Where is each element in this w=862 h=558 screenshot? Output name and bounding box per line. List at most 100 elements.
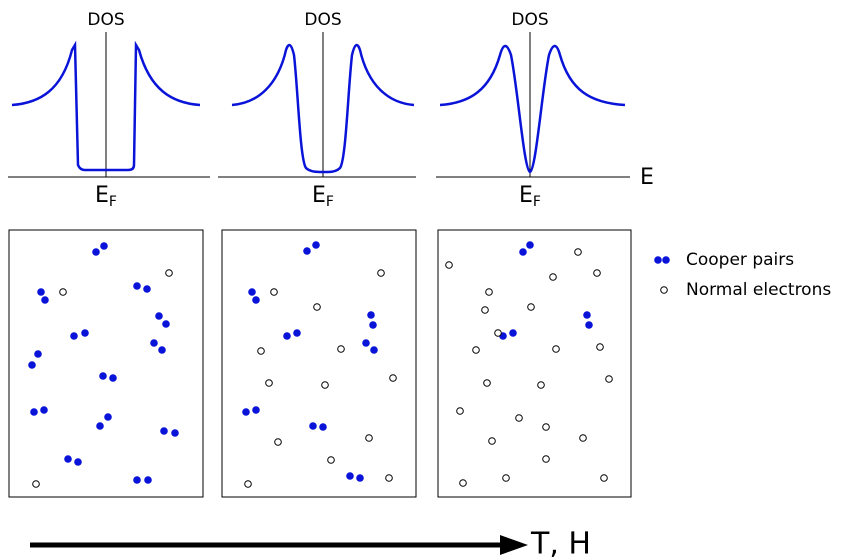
state-box [8, 229, 204, 498]
normal-electron [274, 438, 282, 446]
cooper-electron [64, 455, 72, 463]
cooper-electron [30, 408, 38, 416]
cooper-electron [92, 248, 100, 256]
cooper-electron [509, 329, 517, 337]
cooper-electron [160, 427, 168, 435]
dos-label: DOS [304, 10, 341, 30]
normal-electron [574, 248, 582, 256]
cooper-electron [293, 329, 301, 337]
cooper-electron [133, 476, 141, 484]
normal-electron [605, 375, 613, 383]
dos-curve [439, 44, 626, 174]
normal-electron [389, 374, 397, 382]
legend: Cooper pairs Normal electrons [654, 250, 831, 300]
cooper-electron [40, 406, 48, 414]
cooper-electron [242, 408, 250, 416]
fermi-label: EF [312, 183, 334, 210]
normal-electron [600, 474, 608, 482]
normal-electron [321, 381, 329, 389]
normal-electron [265, 379, 273, 387]
legend-label: Cooper pairs [686, 250, 794, 270]
normal-electron [515, 414, 523, 422]
cooper-electron [171, 429, 179, 437]
normal-electron [485, 288, 493, 296]
normal-electron [59, 288, 67, 296]
cooper-electron [526, 241, 534, 249]
cooper-electron [283, 332, 291, 340]
normal-electron [552, 345, 560, 353]
legend-cooper-dot [654, 256, 662, 264]
normal-electron [385, 474, 393, 482]
cooper-electron [104, 413, 112, 421]
cooper-electron [70, 332, 78, 340]
arrow [30, 535, 528, 555]
cooper-electron [96, 422, 104, 430]
cooper-electron [100, 242, 108, 250]
cooper-electron [252, 406, 260, 414]
normal-electron [459, 479, 467, 487]
legend-normal-dot [660, 286, 668, 294]
cooper-electron [81, 329, 89, 337]
normal-electron [542, 423, 550, 431]
cooper-electron [133, 282, 141, 290]
normal-electron [445, 261, 453, 269]
cooper-electron [155, 312, 163, 320]
normal-electron [542, 455, 550, 463]
normal-electron [165, 269, 173, 277]
normal-electron [270, 288, 278, 296]
normal-electron [456, 407, 464, 415]
cooper-electron [109, 374, 117, 382]
cooper-electron [367, 311, 375, 319]
dos-curve [11, 40, 201, 172]
cooper-electron [319, 423, 327, 431]
normal-electron [365, 434, 373, 442]
cooper-electron [356, 474, 364, 482]
normal-electron [502, 474, 510, 482]
dos-axes [8, 32, 630, 178]
normal-electron [596, 343, 604, 351]
cooper-electron [162, 320, 170, 328]
cooper-electron [143, 285, 151, 293]
fermi-label: EF [519, 183, 541, 210]
normal-electron [483, 379, 491, 387]
cooper-electron [583, 311, 591, 319]
cooper-electron [37, 288, 45, 296]
state-box [221, 229, 417, 498]
cooper-electron [370, 346, 378, 354]
cooper-electron [158, 346, 166, 354]
cooper-electron [41, 296, 49, 304]
dos-label: DOS [511, 10, 548, 30]
normal-electron [488, 437, 496, 445]
normal-electron [494, 329, 502, 337]
cooper-electron [369, 321, 377, 329]
cooper-electron [346, 472, 354, 480]
normal-electron [593, 269, 601, 277]
cooper-electron [362, 339, 370, 347]
fermi-label: EF [95, 183, 117, 210]
normal-electron [481, 306, 489, 314]
cooper-electron [28, 361, 36, 369]
legend-cooper-dot [662, 256, 670, 264]
normal-electron [377, 269, 385, 277]
normal-electron [327, 456, 335, 464]
cooper-electron [74, 458, 82, 466]
particles [28, 241, 613, 488]
normal-electron [257, 347, 265, 355]
arrow-label: T, H [530, 527, 591, 558]
normal-electron [472, 346, 480, 354]
cooper-electron [150, 339, 158, 347]
cooper-electron [248, 288, 256, 296]
cooper-electron [144, 476, 152, 484]
normal-electron [527, 303, 535, 311]
dos-curve [231, 43, 415, 174]
legend-label: Normal electrons [686, 280, 831, 300]
cooper-electron [519, 248, 527, 256]
normal-electron [579, 434, 587, 442]
normal-electron [313, 303, 321, 311]
cooper-electron [252, 296, 260, 304]
cooper-electron [585, 321, 593, 329]
cooper-electron [309, 422, 317, 430]
cooper-electron [34, 350, 42, 358]
cooper-electron [99, 372, 107, 380]
